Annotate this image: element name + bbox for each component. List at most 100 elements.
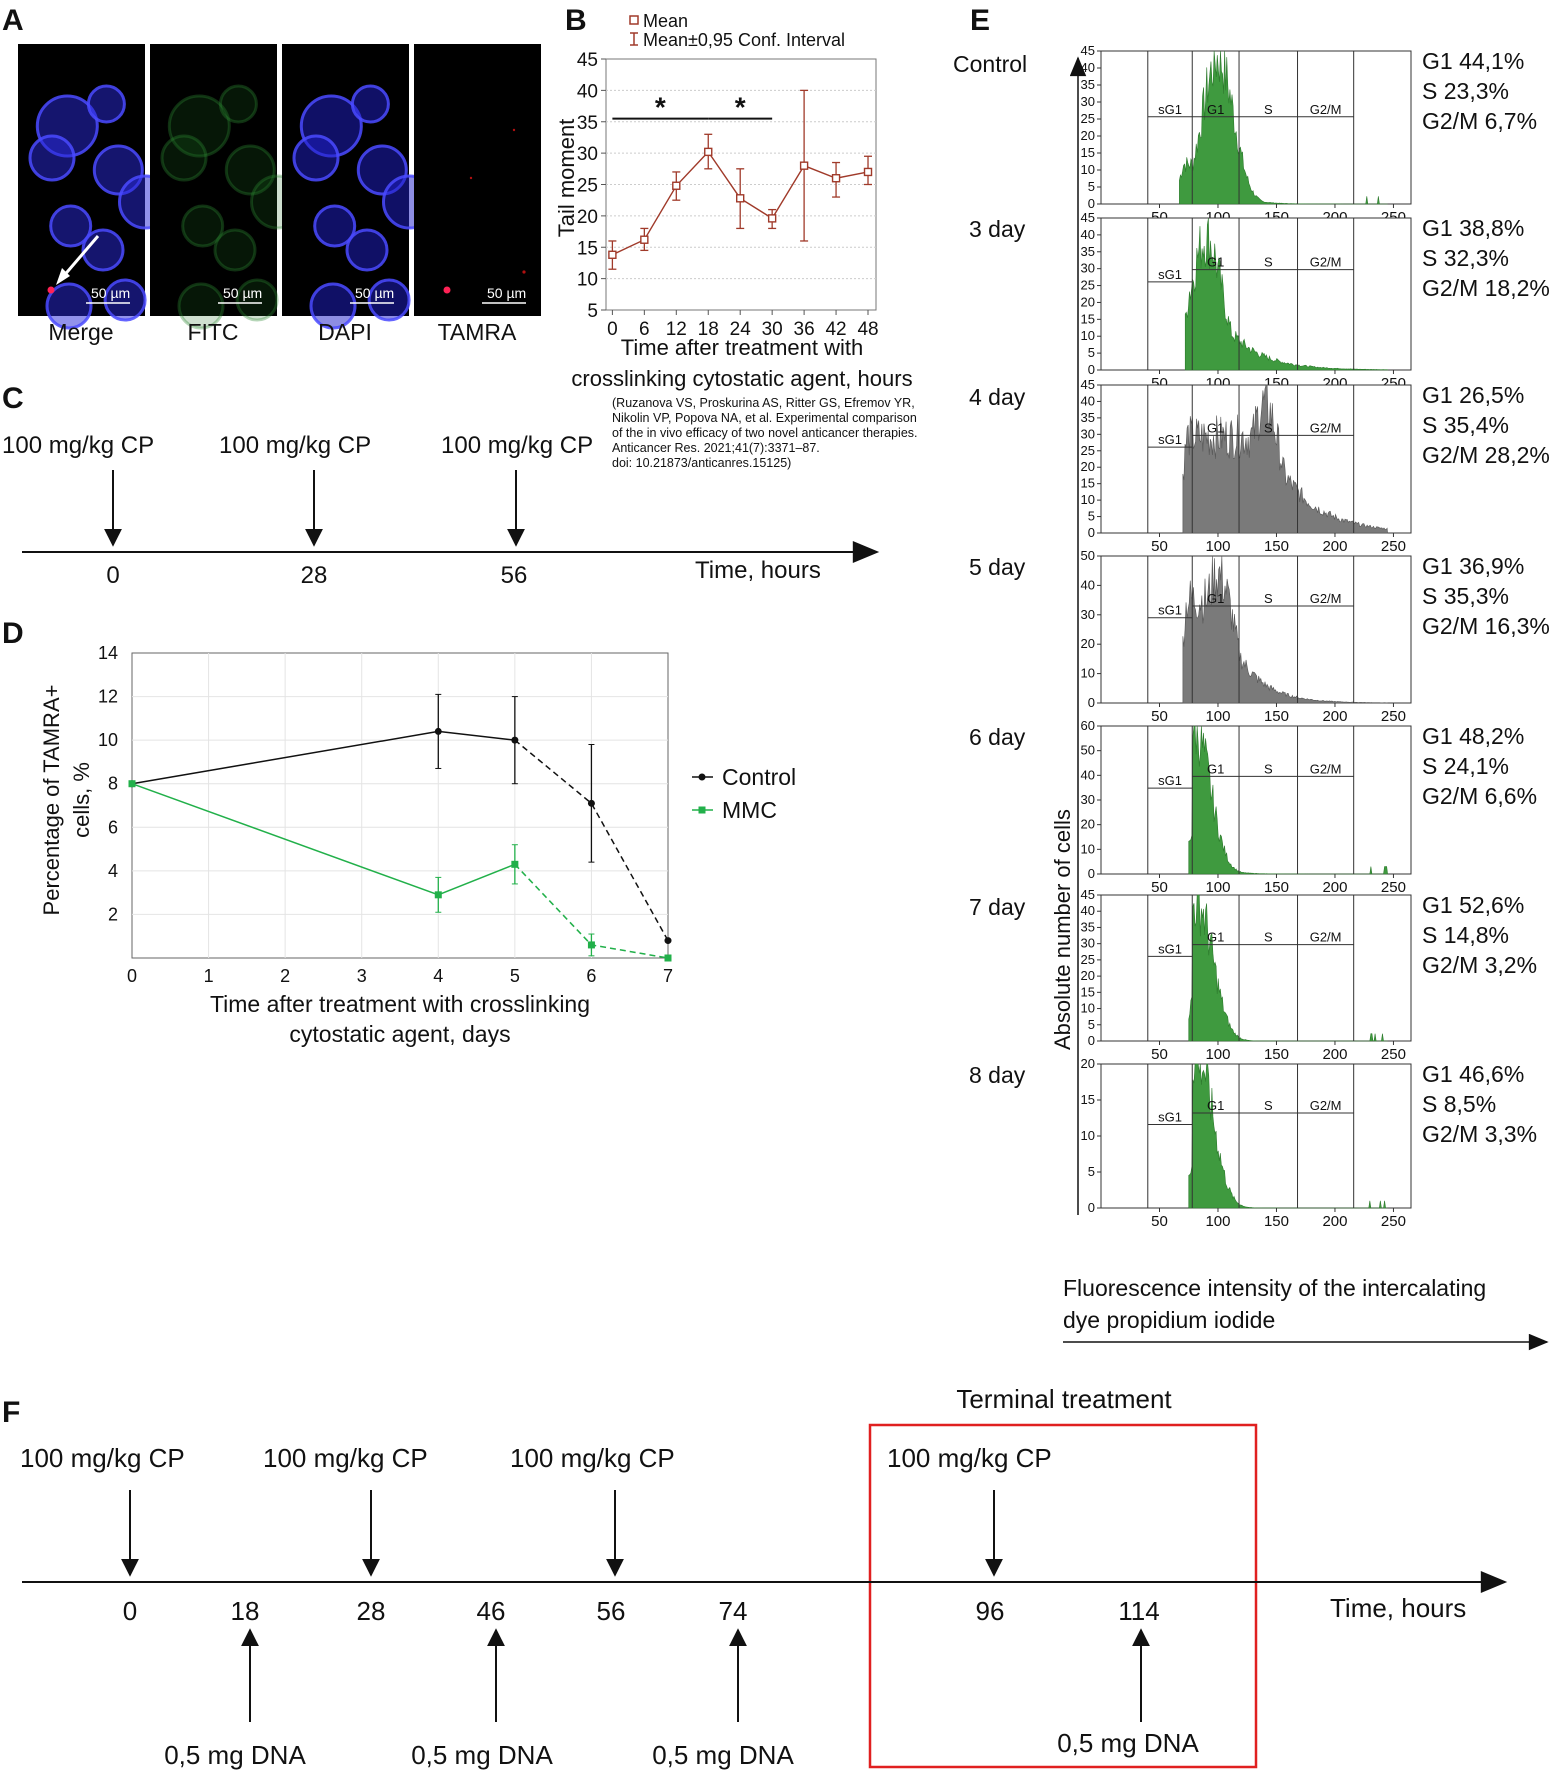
- cell-nucleus-rim: [367, 278, 411, 322]
- y-tick-label-e: 25: [1081, 278, 1095, 293]
- histogram-6-day: 6 day sG1 G1 S G2/M 0 10 20 30 40 50 60 50 100 150 200 2…: [969, 718, 1537, 896]
- legend-mean-marker: [629, 15, 639, 25]
- gate-label-g2m: G2/M: [1310, 591, 1342, 606]
- y-tick-label-b: 45: [577, 50, 598, 71]
- panel-d-label: D: [2, 617, 24, 650]
- x-axis-label-d-line1: Time after treatment with crosslinking: [210, 991, 590, 1017]
- y-tick-label-e: 40: [1081, 903, 1095, 918]
- x-tick-label-b: 30: [762, 319, 783, 340]
- x-tick-label-b: 36: [794, 319, 815, 340]
- histogram-control: ControlsG1G1SG2/M05101520253035404550100…: [953, 43, 1537, 226]
- stat-label: G1 52,6%: [1422, 892, 1524, 918]
- y-tick-label-e: 10: [1081, 1128, 1095, 1143]
- x-tick-label-e: 150: [1264, 708, 1289, 725]
- panel-f: F Terminal treatment 100 mg/kg CP 100 mg…: [2, 1384, 1508, 1770]
- histogram-frame: [1100, 217, 1412, 371]
- data-point: [511, 736, 519, 744]
- y-tick-label-e: 25: [1081, 111, 1095, 126]
- gate-label-g1: G1: [1207, 1098, 1224, 1113]
- histogram-8-day: 8 day sG1 G1 S G2/M 0 5 10 15 20 50 100 150 200 250 G1 …: [969, 1056, 1537, 1230]
- dna-time-f-0: 18: [231, 1596, 260, 1626]
- histogram-frame: [1100, 50, 1412, 205]
- x-tick-label-d: 7: [663, 966, 673, 986]
- y-tick-label-e: 25: [1081, 443, 1095, 458]
- e-x-axis-label-line2: dye propidium iodide: [1063, 1307, 1275, 1333]
- legend-mmc-label: MMC: [722, 797, 777, 823]
- y-tick-label-e: 40: [1081, 767, 1095, 782]
- gate-label-g1: G1: [1207, 761, 1224, 776]
- gate-label-s: S: [1264, 420, 1273, 435]
- y-tick-label-e: 20: [1081, 636, 1095, 651]
- y-tick-label-e: 40: [1081, 577, 1095, 592]
- cell-nucleus: [30, 136, 74, 180]
- x-tick-label-e: 150: [1264, 879, 1289, 896]
- y-tick-label-e: 45: [1081, 377, 1095, 392]
- cell-nucleus: [47, 284, 91, 328]
- histogram-row-label: 5 day: [969, 554, 1026, 580]
- y-tick-label-e: 0: [1088, 1200, 1095, 1215]
- y-tick-label-b: 30: [577, 144, 598, 165]
- micrograph-tamra: 50 µm TAMRA: [414, 44, 541, 345]
- histogram-row-label: 7 day: [969, 894, 1026, 920]
- stat-label: G1 38,8%: [1422, 215, 1524, 241]
- x-tick-label-e: 200: [1322, 1213, 1347, 1230]
- y-tick-label-d: 12: [98, 687, 118, 707]
- cell-nucleus-rim: [86, 84, 126, 124]
- x-tick-label-d: 0: [127, 966, 137, 986]
- y-tick-label-d: 2: [108, 904, 118, 924]
- cell-nucleus: [162, 136, 206, 180]
- stat-label: G2/M 28,2%: [1422, 442, 1550, 468]
- legend-d: Control MMC: [692, 764, 796, 823]
- cell-nucleus-rim: [45, 282, 93, 330]
- dna-time-f-2: 74: [719, 1596, 748, 1626]
- significance-star: *: [735, 92, 746, 123]
- stat-label: G1 46,6%: [1422, 1061, 1524, 1087]
- x-tick-label-d: 6: [586, 966, 596, 986]
- micrograph-background: [414, 44, 541, 316]
- terminal-treatment-title: Terminal treatment: [956, 1384, 1172, 1414]
- gate-label-g2m: G2/M: [1310, 930, 1342, 945]
- cell-nucleus: [314, 206, 355, 246]
- x-tick-label-b: 0: [607, 319, 618, 340]
- citation-line-1: (Ruzanova VS, Proskurina AS, Ritter GS, …: [612, 396, 915, 410]
- histogram-area: [1182, 384, 1388, 534]
- panel-b-label: B: [565, 4, 587, 37]
- tamra-speck: [469, 176, 473, 180]
- y-tick-label-d: 10: [98, 730, 118, 750]
- scale-bar-label: 50 µm: [223, 285, 262, 301]
- micrograph-merge: 50 µm Merge: [18, 44, 173, 345]
- dose-label-f-0: 100 mg/kg CP: [20, 1443, 185, 1473]
- y-axis-label-d-line1: Percentage of TAMRA+: [39, 685, 64, 916]
- y-tick-label-b: 10: [577, 270, 598, 291]
- cell-nucleus: [169, 96, 230, 156]
- x-tick-label-d: 4: [433, 966, 443, 986]
- scale-bar-label: 50 µm: [487, 285, 526, 301]
- channel-label-fitc: FITC: [187, 319, 238, 345]
- histogram-5-day: 5 day sG1 G1 S G2/M 0 10 20 30 40 50 50 100 150 200 250…: [969, 548, 1550, 725]
- panel-e-label: E: [970, 4, 990, 37]
- x-tick-label-e: 200: [1322, 1046, 1347, 1063]
- x-axis-label-d-line2: cytostatic agent, days: [289, 1021, 510, 1047]
- scale-bar-label: 50 µm: [355, 285, 394, 301]
- mean-point: [767, 214, 777, 223]
- gate-label-sg1: sG1: [1158, 102, 1182, 117]
- cell-nucleus-rim: [181, 204, 225, 248]
- y-tick-label-e: 50: [1081, 743, 1095, 758]
- panel-b: B 5 10 15 20 25 30 35 40 45 0 6 12 18 24 30 36 42 48 * * Me…: [554, 4, 918, 470]
- y-tick-label-e: 25: [1081, 952, 1095, 967]
- y-tick-label-d: 6: [108, 817, 118, 837]
- histogram-area: [1182, 555, 1388, 704]
- data-point: [434, 891, 442, 899]
- gate-label-sg1: sG1: [1158, 267, 1182, 282]
- stat-label: G2/M 3,3%: [1422, 1121, 1537, 1147]
- x-axis-label-b-line2: crosslinking cytostatic agent, hours: [571, 366, 912, 391]
- e-y-axis-label: Absolute number of cells: [1050, 809, 1075, 1050]
- y-tick-label-b: 20: [577, 207, 598, 228]
- panel-a-label: A: [2, 4, 24, 37]
- cell-nucleus-rim: [92, 144, 144, 196]
- y-tick-label-b: 25: [577, 176, 598, 197]
- citation-line-4: Anticancer Res. 2021;41(7):3371–87.: [612, 441, 820, 455]
